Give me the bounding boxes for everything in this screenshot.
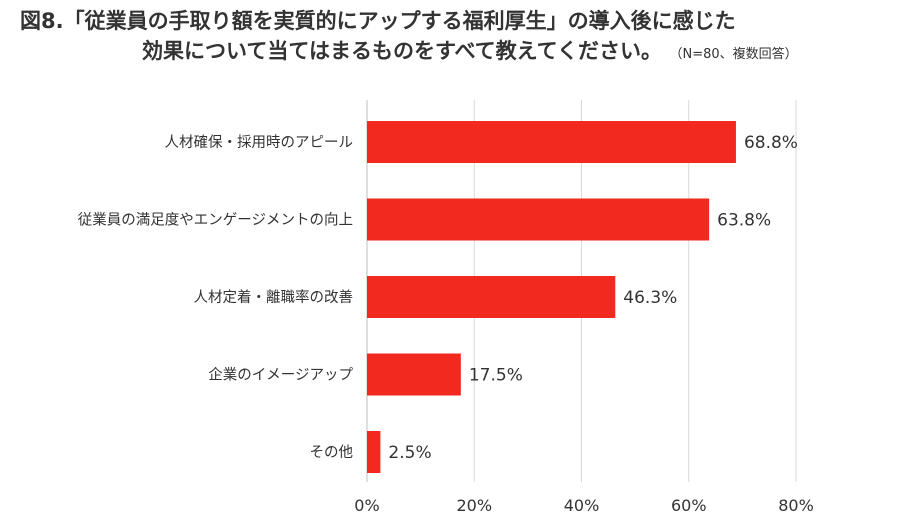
chart-title-line1: 図8.「従業員の手取り額を実質的にアップする福利厚生」の導入後に感じた	[20, 9, 736, 33]
chart-title: 図8.「従業員の手取り額を実質的にアップする福利厚生」の導入後に感じた 効果につ…	[20, 6, 890, 70]
x-tick-label: 60%	[671, 496, 707, 515]
data-label: 68.8%	[744, 133, 798, 153]
sample-note: （N=80、複数回答）	[675, 47, 798, 62]
data-label: 17.5%	[469, 366, 523, 386]
chart-title-line2: 効果について当てはまるものをすべて教えてください。 （N=80、複数回答）	[20, 36, 890, 70]
bar	[367, 431, 381, 473]
category-label: 人材定着・離職率の改善	[194, 288, 354, 306]
category-label: その他	[310, 444, 354, 461]
x-tick-label: 80%	[778, 496, 814, 515]
bar	[367, 198, 710, 241]
data-label: 63.8%	[717, 211, 771, 231]
bar	[367, 276, 616, 318]
category-label: 人材確保・採用時のアピール	[165, 134, 354, 151]
x-tick-label: 0%	[354, 496, 379, 515]
x-tick-label: 40%	[564, 496, 600, 515]
category-label: 従業員の満足度やエンゲージメントの向上	[78, 212, 353, 229]
category-label: 企業のイメージアップ	[208, 366, 353, 384]
bar	[367, 353, 461, 396]
bar	[367, 121, 736, 163]
data-label: 2.5%	[388, 443, 431, 463]
x-tick-label: 20%	[456, 496, 492, 515]
data-label: 46.3%	[623, 288, 677, 308]
chart-title-line2-text: 効果について当てはまるものをすべて教えてください。	[142, 39, 662, 63]
